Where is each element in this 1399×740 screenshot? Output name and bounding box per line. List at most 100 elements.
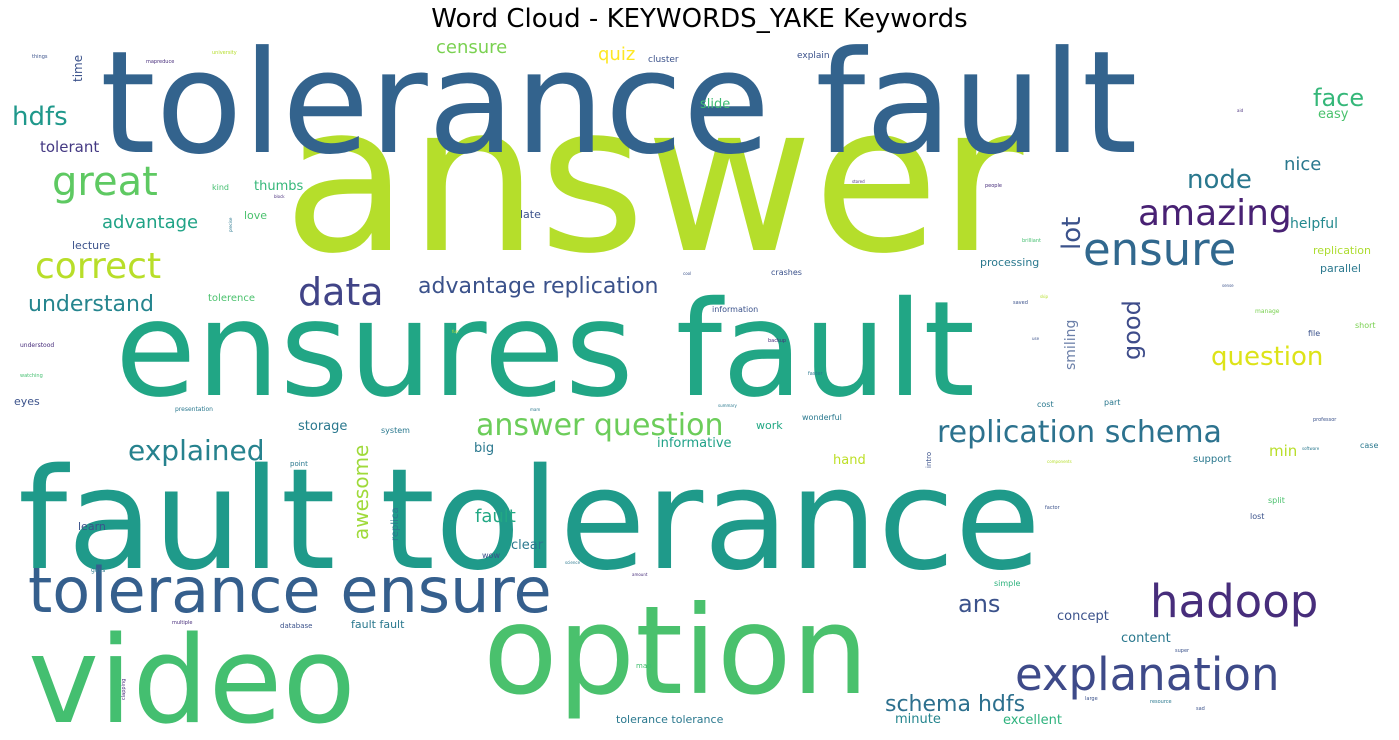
word-summary: summary [718,403,738,408]
word-wow: wow [482,551,500,560]
word-nice: nice [1284,154,1321,175]
word-explain: explain [797,51,830,61]
word-cost: cost [1037,400,1054,409]
word-precise: precise [228,217,233,232]
word-processing: processing [980,256,1039,269]
word-brilliant: brilliant [1022,238,1041,244]
word-advantage-replication: advantage replication [418,274,659,299]
word-slide: slide [700,97,730,112]
word-sad: sad [1196,706,1205,712]
word-ans: ans [958,590,1000,618]
word-map: map [636,662,652,670]
word-replica: replica [390,507,401,541]
word-system: system [381,426,410,435]
word-skip: skip [1040,294,1049,299]
word-super: super [1175,648,1190,654]
word-understand: understand [28,292,154,317]
word-work: work [756,419,783,432]
word-intro: intro [925,452,933,468]
word-faster: faster [808,371,823,377]
word-large: large [1085,696,1098,702]
word-question: question [1211,342,1323,372]
word-replication: replication [1313,244,1371,257]
word-video: video [28,612,356,740]
word-amount: amount [632,572,648,577]
word-hadoop: hadoop [1150,575,1318,628]
word-love: love [244,209,267,222]
word-short: short [1355,321,1376,330]
word-guys: guys [91,567,105,574]
word-tolerance-ensure: tolerance ensure [28,554,552,627]
word-fault-tolerance: fault tolerance [18,439,1041,602]
word-answer: answer [283,61,1024,299]
word-mam: mam [530,407,540,412]
word-manage: manage [1255,308,1280,315]
word-thumbs: thumbs [254,179,303,194]
word-watching: watching [20,373,43,379]
word-quiz: quiz [598,44,635,65]
word-saved: saved [1013,300,1028,306]
word-kind: kind [212,183,229,192]
word-crashes: crashes [771,268,802,277]
word-university: university [212,50,237,56]
word-fault-fault: fault fault [351,618,405,631]
word-sense: sense [1222,283,1234,288]
word-tolerance-tolerance: tolerance tolerance [616,713,724,726]
word-backup: backup [768,338,786,344]
word-professor: professor [1313,417,1337,423]
word-tolerance-fault: tolerance fault [100,21,1137,186]
word-smiling: smiling [1063,320,1079,370]
word-easy: easy [1318,107,1349,122]
word-helpful: helpful [1290,216,1338,232]
word-storage: storage [298,419,347,434]
word-censure: censure [436,37,507,58]
word-cool: cool [683,271,691,276]
word-good: good [1118,300,1146,360]
word-multiple: multiple [172,620,192,626]
word-aid: aid [1237,108,1244,113]
word-cluster: cluster [648,55,679,65]
word-face: face [1313,84,1364,112]
word-schema-hdfs: schema hdfs [885,692,1025,717]
word-excellent: excellent [1003,713,1062,728]
word-components: components [1047,459,1072,464]
word-eyes: eyes [14,395,40,408]
word-understood: understood [20,342,54,349]
word-content: content [1121,631,1171,646]
word-time: time [71,55,85,82]
word-block: block [274,194,285,199]
word-stored: stored [852,179,865,184]
word-advantage: advantage [102,212,198,233]
word-minute: minute [895,712,941,727]
word-resource: resource [1150,699,1172,705]
word-simple: simple [994,579,1020,588]
word-use: use [1032,336,1040,341]
word-science: science [565,560,581,565]
word-ensure: ensure [1083,223,1236,276]
word-answer-question: answer question [476,408,724,443]
word-tolerant: tolerant [40,138,99,156]
word-part: part [1104,398,1120,407]
word-support: support [1193,454,1231,465]
word-big: big [474,441,494,456]
word-presentation: presentation [175,406,213,413]
word-clear: clear [511,538,544,553]
word-informative: informative [657,436,732,451]
word-explained: explained [128,434,265,467]
word-min: min [1269,442,1297,460]
word-option: option [483,580,869,722]
word-fun: fun [452,329,459,334]
word-awesome: awesome [349,445,373,540]
word-amazing: amazing [1138,193,1292,234]
word-people: people [985,183,1002,189]
word-fault: fault [475,506,516,527]
word-late: late [520,208,541,221]
word-things: things [32,54,48,60]
word-file: file [1308,329,1320,338]
word-mapreduce: mapreduce [146,59,174,65]
word-case: case [1360,441,1378,450]
word-information: information [712,305,758,314]
word-data: data [298,270,384,314]
word-software: software [1302,446,1320,451]
word-great: great [52,159,158,205]
